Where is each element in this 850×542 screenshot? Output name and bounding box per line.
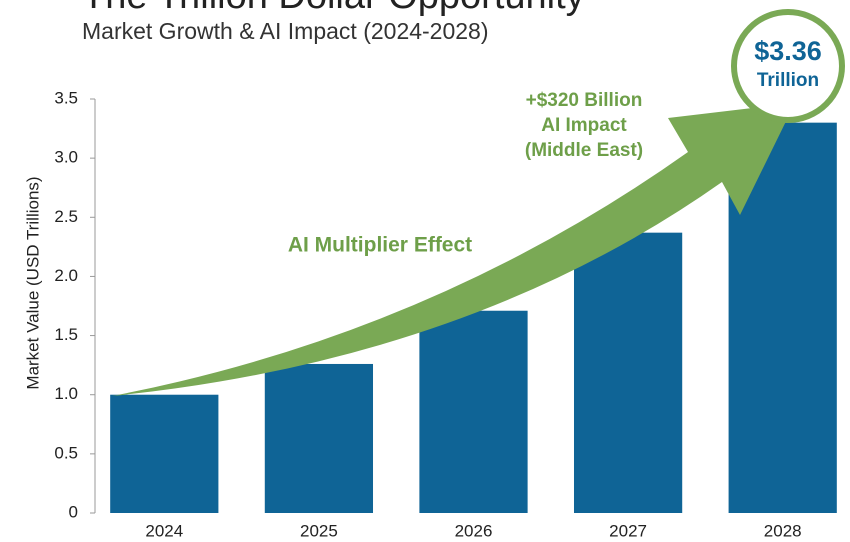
chart-title: The Trillion Dollar Opportunity — [82, 0, 585, 17]
callout-value: $3.36 — [754, 36, 822, 66]
x-tick-label: 2025 — [300, 521, 338, 540]
y-tick-label: 0.5 — [54, 443, 78, 462]
x-tick-label: 2026 — [455, 521, 493, 540]
x-tick-label: 2027 — [609, 521, 647, 540]
callout-unit: Trillion — [757, 70, 819, 91]
y-axis-label: Market Value (USD Trillions) — [23, 176, 42, 389]
chart: The Trillion Dollar Opportunity Market G… — [0, 0, 850, 542]
y-tick-label: 3.5 — [54, 88, 78, 107]
impact-label: +$320 Billion — [526, 90, 643, 111]
arrow-label: AI Multiplier Effect — [288, 234, 472, 257]
y-tick-label: 1.5 — [54, 325, 78, 344]
bar — [574, 233, 682, 513]
bar — [110, 395, 218, 513]
y-tick-label: 1.0 — [54, 384, 78, 403]
x-tick-label: 2024 — [145, 521, 183, 540]
bar — [419, 311, 527, 513]
y-tick-label: 3.0 — [54, 148, 78, 167]
y-tick-label: 0 — [69, 502, 78, 521]
bar — [265, 364, 373, 513]
y-tick-label: 2.0 — [54, 266, 78, 285]
y-tick-label: 2.5 — [54, 207, 78, 226]
chart-subtitle: Market Growth & AI Impact (2024-2028) — [82, 18, 489, 44]
impact-label: (Middle East) — [525, 140, 643, 161]
x-tick-label: 2028 — [764, 521, 802, 540]
impact-label: AI Impact — [541, 115, 627, 136]
page: {"chart_data": {"type": "bar", "title": … — [0, 0, 850, 542]
